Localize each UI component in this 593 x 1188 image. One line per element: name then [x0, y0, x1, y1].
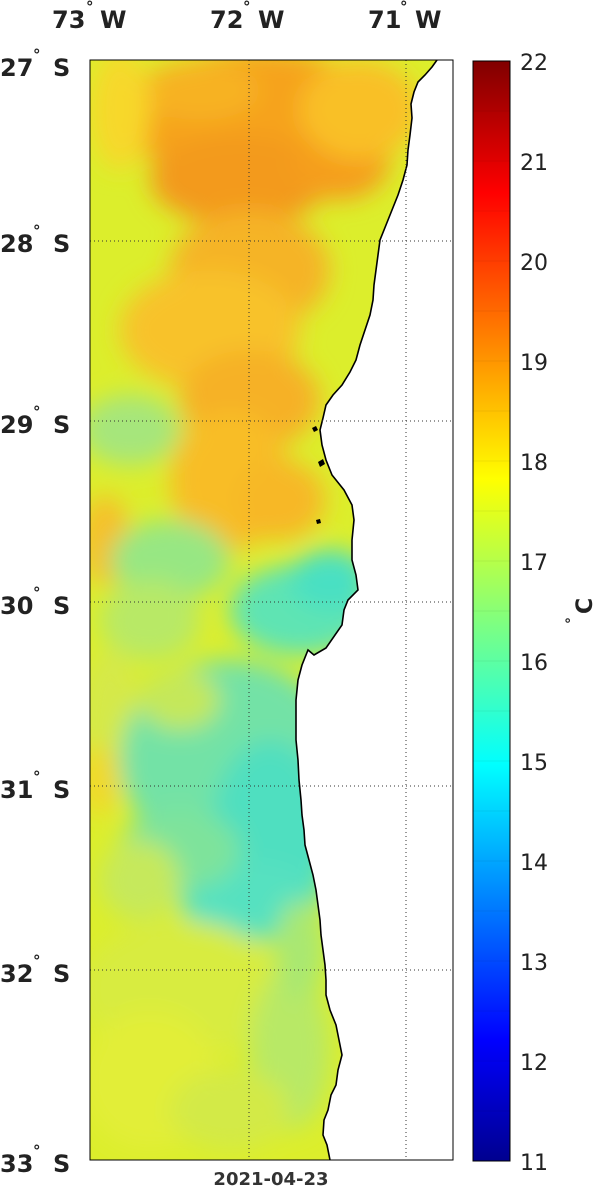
colorbar-unit-label: ° C [564, 598, 593, 624]
lat-label-hemi: S [53, 776, 70, 804]
degree-sign: ° [33, 222, 41, 240]
lon-label-hemi: W [100, 6, 126, 34]
lat-label-deg: 27 [0, 54, 33, 82]
colorbar-tick-label: 19 [520, 351, 548, 376]
colorbar-gradient [473, 61, 510, 1161]
sst-field [90, 60, 453, 1160]
lat-label-hemi: S [53, 592, 70, 620]
colorbar-ticks: 22 21 20 19 18 17 16 15 14 13 12 11 [520, 51, 548, 1176]
colorbar-tick-label: 20 [520, 251, 548, 276]
lat-label: 31 ° S [0, 768, 70, 804]
colorbar-tick-label: 13 [520, 951, 548, 976]
island [312, 426, 318, 432]
lat-label-deg: 29 [0, 411, 33, 439]
lat-label-hemi: S [53, 960, 70, 988]
graticule [90, 60, 453, 1160]
colorbar-tick-label: 12 [520, 1051, 548, 1076]
map-frame [89, 59, 454, 1161]
unit-degree-sign: ° [564, 617, 580, 624]
lon-label: 72 ° W [210, 0, 284, 34]
degree-sign: ° [86, 0, 94, 16]
island [318, 459, 325, 467]
latitude-labels: 27 ° S 28 ° S 29 ° S 30 ° S 31 ° S 32 ° … [0, 46, 70, 1178]
lat-label: 32 ° S [0, 952, 70, 988]
lat-label-deg: 33 [0, 1150, 33, 1178]
colorbar-tick-label: 14 [520, 851, 548, 876]
lat-label-hemi: S [53, 230, 70, 258]
colorbar: 22 21 20 19 18 17 16 15 14 13 12 11 ° C [472, 51, 593, 1176]
degree-sign: ° [33, 584, 41, 602]
colorbar-tick-label: 11 [520, 1151, 548, 1176]
lat-label: 33 ° S [0, 1142, 70, 1178]
colorbar-tick-label: 22 [520, 51, 548, 76]
colorbar-bands [473, 110, 510, 1112]
lon-label-hemi: W [415, 6, 441, 34]
longitude-labels: 73 ° W 72 ° W 71 ° W [52, 0, 441, 34]
degree-sign: ° [33, 1142, 41, 1160]
lat-label: 30 ° S [0, 584, 70, 620]
land-mask [296, 60, 453, 1160]
lat-label-hemi: S [53, 411, 70, 439]
lon-label-deg: 73 [52, 6, 85, 34]
degree-sign: ° [400, 0, 408, 16]
lat-label-hemi: S [53, 54, 70, 82]
lat-label-deg: 32 [0, 960, 33, 988]
colorbar-tick-label: 21 [520, 151, 548, 176]
lon-label-deg: 72 [210, 6, 243, 34]
lat-label-deg: 28 [0, 230, 33, 258]
unit-label: C [573, 598, 593, 614]
lon-label: 73 ° W [52, 0, 126, 34]
colorbar-tick-label: 15 [520, 751, 548, 776]
lat-label: 29 ° S [0, 403, 70, 439]
coastline [295, 60, 438, 1160]
map-panel [89, 59, 454, 1161]
lon-label-hemi: W [258, 6, 284, 34]
colorbar-tick-label: 17 [520, 551, 548, 576]
degree-sign: ° [33, 403, 41, 421]
degree-sign: ° [33, 768, 41, 786]
lat-label: 28 ° S [0, 222, 70, 258]
degree-sign: ° [33, 46, 41, 64]
degree-sign: ° [33, 952, 41, 970]
date-label: 2021-04-23 [213, 1169, 328, 1188]
colorbar-tick-label: 18 [520, 451, 548, 476]
colorbar-tick-label: 16 [520, 651, 548, 676]
lat-label-deg: 30 [0, 592, 33, 620]
lat-label-deg: 31 [0, 776, 33, 804]
lat-label-hemi: S [53, 1150, 70, 1178]
island [316, 519, 321, 524]
lon-label-deg: 71 [368, 6, 401, 34]
colorbar-frame [472, 60, 511, 1162]
lon-label: 71 ° W [368, 0, 441, 34]
degree-sign: ° [243, 0, 251, 16]
lat-label: 27 ° S [0, 46, 70, 82]
